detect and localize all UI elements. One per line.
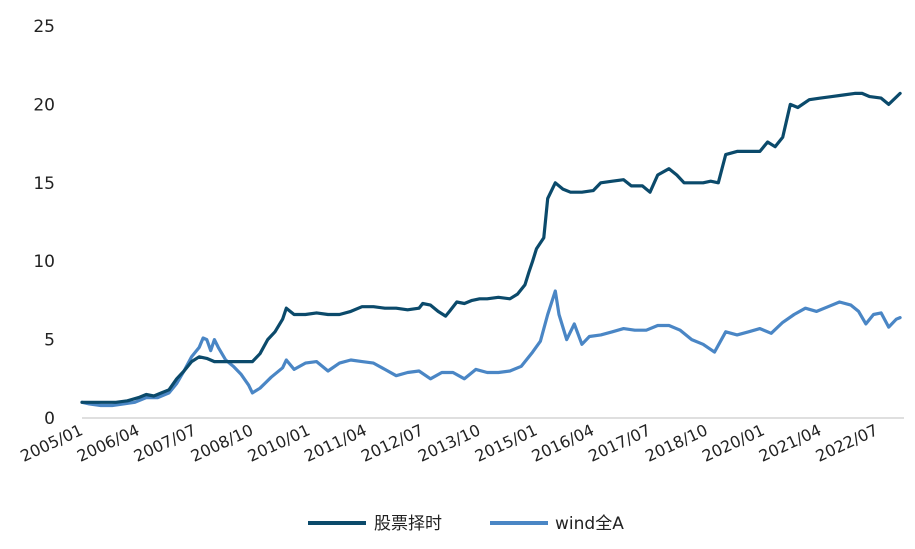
x-tick-label: 2013/10: [415, 420, 483, 465]
x-tick-label: 2007/07: [131, 420, 199, 465]
x-tick-label: 2016/04: [529, 420, 597, 465]
legend-label-0: 股票择时: [374, 514, 442, 534]
series-lines: [80, 91, 902, 408]
x-tick-label: 2020/01: [699, 420, 767, 465]
y-tick-label: 25: [33, 17, 55, 37]
x-tick-label: 2008/10: [188, 420, 256, 465]
plot-area: 0 5 10 15 20 25 2005/012006/042007/072008/102…: [17, 17, 904, 466]
series-line-1: [80, 289, 902, 408]
legend-label-1: wind全A: [555, 514, 624, 534]
x-tick-label: 2021/04: [756, 420, 824, 465]
y-axis-ticks: 0 5 10 15 20 25: [33, 17, 55, 429]
y-tick-label: 0: [44, 409, 55, 429]
x-tick-label: 2022/07: [813, 420, 881, 465]
x-tick-label: 2015/01: [472, 420, 540, 465]
x-tick-label: 2006/04: [74, 420, 142, 465]
y-tick-label: 10: [33, 252, 55, 272]
y-tick-label: 15: [33, 174, 55, 194]
series-line-0: [80, 91, 902, 404]
x-tick-label: 2010/01: [245, 420, 313, 465]
x-tick-label: 2011/04: [301, 420, 369, 465]
legend-item-0: 股票择时: [308, 514, 442, 534]
y-tick-label: 20: [33, 95, 55, 115]
legend: 股票择时 wind全A: [308, 514, 624, 534]
x-axis-ticks: 2005/012006/042007/072008/102010/012011/…: [17, 420, 881, 465]
x-tick-label: 2012/07: [358, 420, 426, 465]
x-tick-label: 2018/10: [642, 420, 710, 465]
x-tick-label: 2017/07: [585, 420, 653, 465]
y-tick-label: 5: [44, 331, 55, 351]
legend-item-1: wind全A: [490, 514, 624, 534]
